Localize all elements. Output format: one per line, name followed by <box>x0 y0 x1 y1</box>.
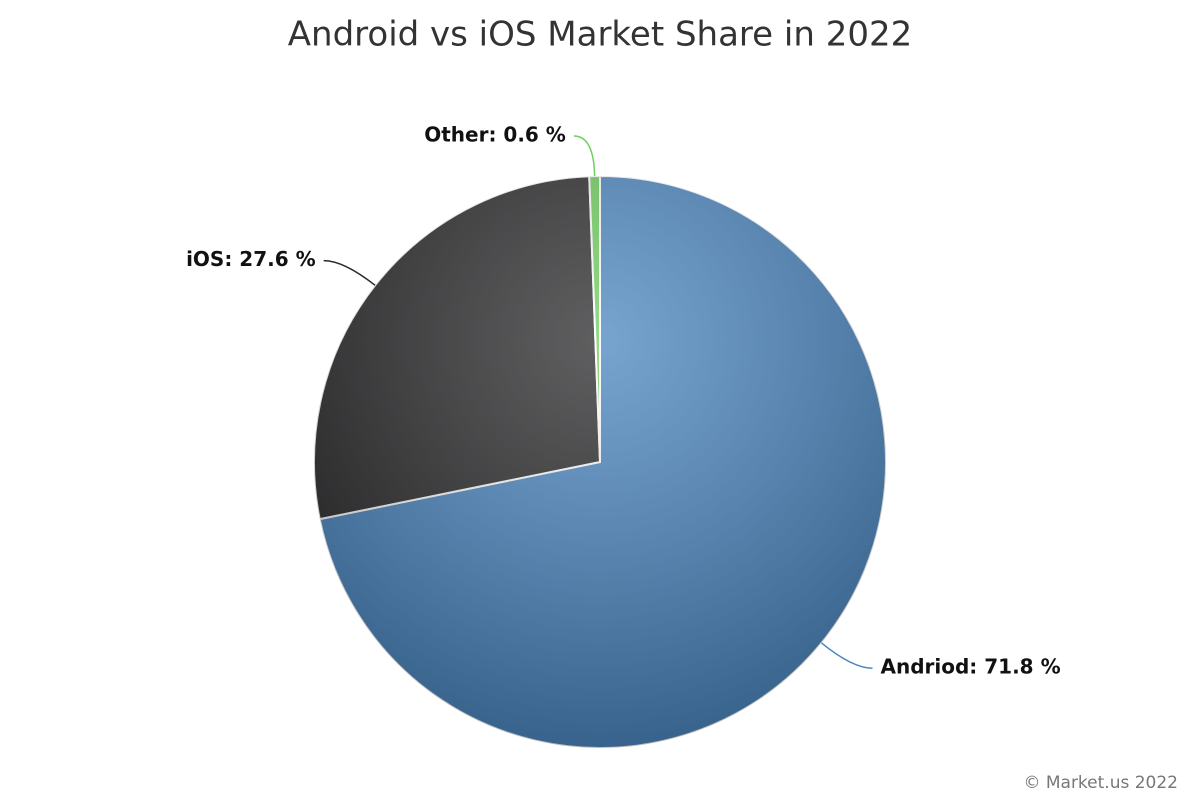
pie <box>313 174 887 749</box>
data-label: Andriod: 71.8 % <box>880 655 1060 679</box>
chart-title: Android vs iOS Market Share in 2022 <box>288 15 912 55</box>
data-label: iOS: 27.6 % <box>186 247 316 271</box>
credit: © Market.us 2022 <box>1023 773 1178 793</box>
leader-line <box>323 259 376 286</box>
pie-slice <box>313 175 602 521</box>
leader-line <box>821 642 873 669</box>
data-label: Other: 0.6 % <box>424 123 566 147</box>
leader-line <box>573 135 596 177</box>
